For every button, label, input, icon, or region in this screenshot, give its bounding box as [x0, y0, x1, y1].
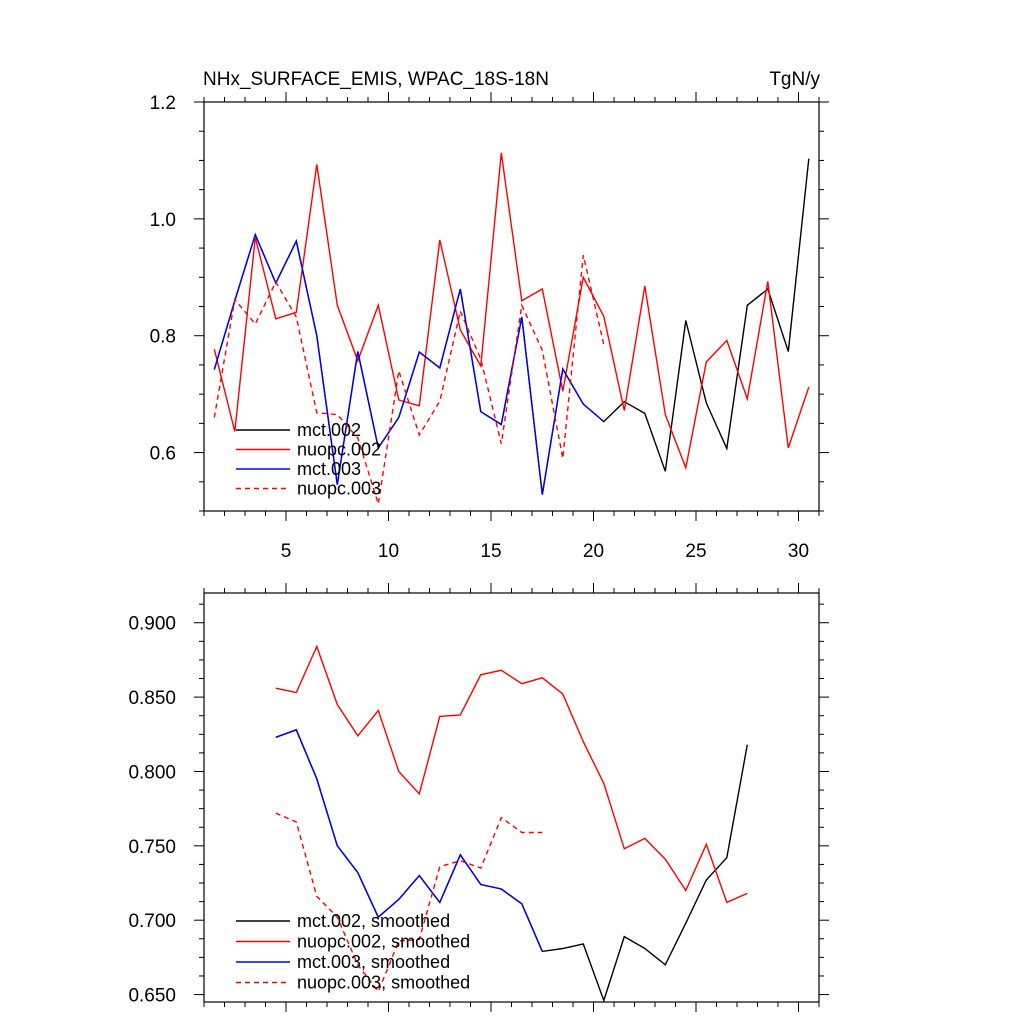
bottom-tick-labels: 0.650 0.700 0.750 0.800 0.850 0.900 [128, 614, 176, 1007]
x-tick-label: 10 [378, 541, 399, 562]
legend-label: nuopc.003, smoothed [297, 973, 470, 993]
x-tick-label: 15 [480, 541, 501, 562]
top-tick-labels: 5 10 15 20 25 30 0.6 0.8 1.0 1.2 [150, 93, 809, 562]
y-tick-label: 0.6 [150, 444, 176, 465]
x-tick-label: 25 [685, 541, 706, 562]
x-tick-label: 20 [583, 541, 604, 562]
legend-label: mct.003, smoothed [297, 952, 450, 972]
y-tick-label: 1.0 [150, 210, 176, 231]
series-line-nuopc-002-smoothed [275, 644, 748, 904]
bottom-series-group [275, 644, 748, 1003]
y-tick-label: 0.900 [128, 614, 176, 635]
y-tick-label: 0.800 [128, 762, 176, 783]
x-tick-label: 5 [281, 541, 292, 562]
y-tick-label: 1.2 [150, 93, 176, 114]
top-axis-ticks [194, 92, 829, 521]
legend-label: nuopc.002, smoothed [297, 932, 470, 952]
top-series-group [213, 152, 810, 505]
series-line-nuopc-003-smoothed [275, 812, 543, 993]
y-tick-label: 0.850 [128, 688, 176, 709]
top-chart-title: NHx_SURFACE_EMIS, WPAC_18S-18N [203, 69, 549, 90]
legend-label: nuopc.002 [297, 440, 381, 460]
x-tick-label: 30 [788, 541, 809, 562]
y-tick-label: 0.750 [128, 837, 176, 858]
legend-label: nuopc.003 [297, 479, 381, 499]
y-tick-label: 0.650 [128, 986, 176, 1007]
bottom-panel: 0.650 0.700 0.750 0.800 0.850 0.900 mct.002, … [128, 583, 829, 1012]
legend-label: mct.002 [297, 420, 361, 440]
series-line-mct-003-smoothed [275, 728, 543, 952]
series-line-mct-003 [213, 232, 605, 495]
series-line-nuopc-003 [213, 254, 605, 505]
bottom-axis-ticks [194, 583, 829, 1012]
legend-label: mct.002, smoothed [297, 911, 450, 931]
top-panel: NHx_SURFACE_EMIS, WPAC_18S-18N TgN/y 5 10… [150, 69, 829, 562]
y-tick-label: 0.700 [128, 911, 176, 932]
y-tick-label: 0.8 [150, 327, 176, 348]
series-line-nuopc-002 [213, 152, 810, 471]
top-chart-units: TgN/y [769, 69, 820, 90]
legend-label: mct.003 [297, 459, 361, 479]
